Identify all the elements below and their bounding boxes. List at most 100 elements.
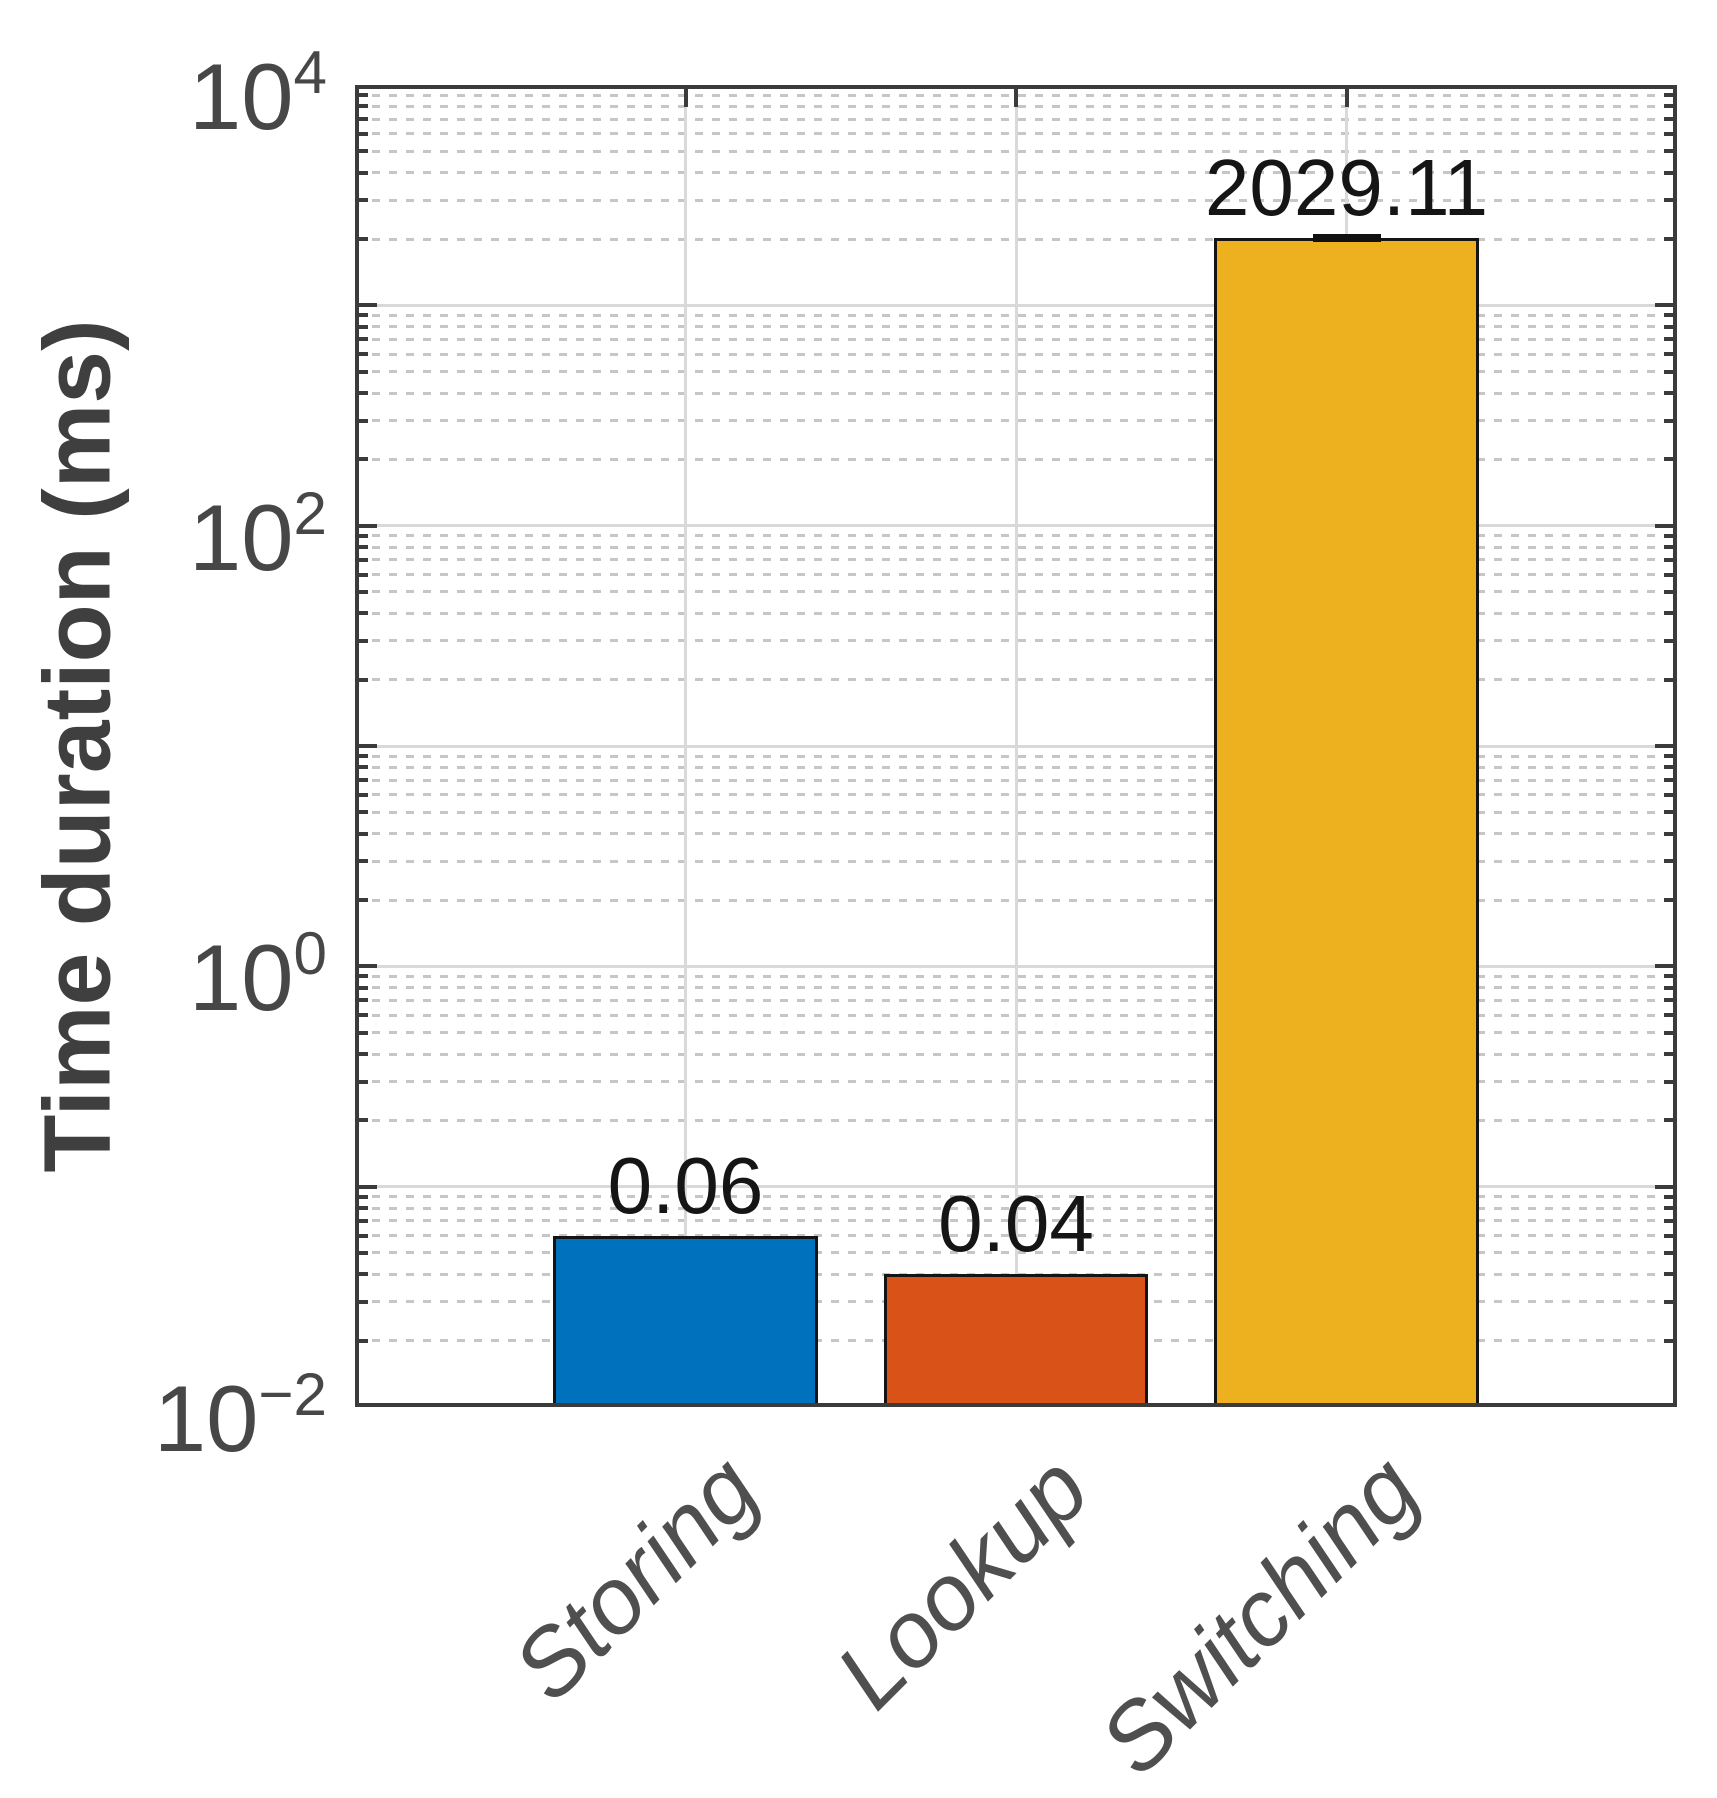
y-minor-tick-left xyxy=(355,198,368,203)
y-minor-tick-right xyxy=(1664,149,1677,154)
y-minor-tick-right xyxy=(1664,754,1677,759)
bar-switching xyxy=(1214,237,1479,1407)
y-minor-tick-right xyxy=(1664,831,1677,836)
y-minor-tick-left xyxy=(355,1250,368,1255)
y-minor-tick-right xyxy=(1664,170,1677,175)
y-minor-tick-right xyxy=(1664,324,1677,329)
y-major-tick-right xyxy=(1655,523,1677,528)
y-minor-tick-left xyxy=(355,1299,368,1304)
y-minor-tick-left xyxy=(355,533,368,538)
y-minor-tick-right xyxy=(1664,810,1677,815)
x-gridline xyxy=(684,85,687,1407)
y-minor-tick-right xyxy=(1664,1338,1677,1343)
y-minor-tick-right xyxy=(1664,131,1677,136)
y-minor-tick-left xyxy=(355,611,368,616)
x-tick-label-lookup: Lookup xyxy=(815,1435,1108,1728)
y-major-tick-left xyxy=(355,303,377,308)
y-minor-tick-right xyxy=(1664,1218,1677,1223)
y-tick-exponent: 0 xyxy=(293,920,327,988)
y-minor-tick-right xyxy=(1664,418,1677,423)
y-minor-tick-right xyxy=(1664,589,1677,594)
y-minor-tick-left xyxy=(355,418,368,423)
y-tick-exponent: 4 xyxy=(293,38,327,106)
y-minor-tick-left xyxy=(355,998,368,1003)
y-minor-tick-left xyxy=(355,859,368,864)
y-minor-tick-left xyxy=(355,1118,368,1123)
y-minor-tick-left xyxy=(355,792,368,797)
y-minor-tick-left xyxy=(355,1218,368,1223)
y-minor-tick-left xyxy=(355,337,368,342)
y-minor-tick-right xyxy=(1664,117,1677,122)
y-minor-tick-left xyxy=(355,985,368,990)
y-minor-tick-left xyxy=(355,557,368,562)
y-minor-tick-right xyxy=(1664,898,1677,902)
y-minor-tick-left xyxy=(355,974,368,979)
y-minor-tick-right xyxy=(1664,1118,1677,1123)
y-minor-tick-left xyxy=(355,1013,368,1018)
y-minor-tick-right xyxy=(1664,557,1677,562)
y-major-tick-left xyxy=(355,1184,377,1189)
y-minor-tick-left xyxy=(355,1206,368,1211)
y-minor-tick-left xyxy=(355,104,368,109)
y-minor-tick-right xyxy=(1664,533,1677,538)
y-minor-tick-left xyxy=(355,457,368,462)
y-minor-tick-left xyxy=(355,1052,368,1056)
y-minor-tick-right xyxy=(1664,1250,1677,1255)
y-minor-tick-right xyxy=(1664,638,1677,643)
y-major-tick-right xyxy=(1655,744,1677,748)
y-minor-tick-left xyxy=(355,1079,368,1084)
y-minor-tick-right xyxy=(1664,572,1677,577)
y-minor-tick-left xyxy=(355,572,368,577)
y-minor-tick-right xyxy=(1664,985,1677,990)
y-minor-tick-right xyxy=(1664,1052,1677,1056)
y-tick-base: 10 xyxy=(188,484,294,590)
y-tick-exponent: 2 xyxy=(293,479,327,547)
y-minor-tick-right xyxy=(1664,545,1677,550)
bar-value-label: 0.06 xyxy=(607,1140,764,1230)
y-tick-base: 10 xyxy=(188,44,294,149)
y-minor-tick-right xyxy=(1664,369,1677,374)
y-minor-tick-right xyxy=(1664,1299,1677,1304)
y-tick-label: 102 xyxy=(189,483,327,585)
y-minor-tick-right xyxy=(1664,198,1677,203)
y-minor-tick-right xyxy=(1664,1030,1677,1035)
error-bar-cap xyxy=(1312,233,1381,242)
y-minor-tick-left xyxy=(355,369,368,374)
x-tick-top xyxy=(1014,85,1018,107)
bar-value-label: 0.04 xyxy=(938,1179,1094,1269)
x-gridline xyxy=(1014,85,1018,1407)
y-minor-tick-left xyxy=(355,149,368,154)
y-minor-tick-right xyxy=(1664,778,1677,783)
y-minor-tick-left xyxy=(355,1272,368,1277)
y-tick-label: 10−2 xyxy=(154,1364,327,1466)
y-major-tick-right xyxy=(1655,1184,1677,1189)
y-minor-tick-right xyxy=(1664,1233,1677,1238)
y-minor-tick-right xyxy=(1664,1206,1677,1211)
y-minor-tick-left xyxy=(355,1194,368,1199)
y-minor-tick-right xyxy=(1664,974,1677,979)
y-minor-tick-left xyxy=(355,170,368,175)
y-major-tick-right xyxy=(1655,964,1677,969)
y-minor-tick-right xyxy=(1664,237,1677,241)
bar-storing xyxy=(553,1235,818,1407)
y-minor-tick-right xyxy=(1664,457,1677,462)
y-minor-tick-left xyxy=(355,810,368,815)
y-minor-tick-right xyxy=(1664,337,1677,342)
y-minor-tick-left xyxy=(355,1030,368,1035)
y-minor-tick-left xyxy=(355,765,368,770)
y-minor-tick-left xyxy=(355,313,368,318)
bar-lookup xyxy=(883,1274,1149,1407)
y-minor-tick-left xyxy=(355,778,368,783)
y-tick-exponent: −2 xyxy=(258,1360,327,1428)
y-minor-tick-right xyxy=(1664,104,1677,109)
y-minor-tick-right xyxy=(1664,93,1677,98)
y-tick-base: 10 xyxy=(153,1366,259,1471)
y-minor-tick-left xyxy=(355,589,368,594)
y-major-tick-right xyxy=(1655,303,1677,308)
y-minor-tick-left xyxy=(355,898,368,902)
y-minor-tick-left xyxy=(355,831,368,836)
y-minor-tick-left xyxy=(355,324,368,329)
y-minor-tick-right xyxy=(1664,611,1677,616)
y-axis-label: Time duration (ms) xyxy=(24,319,131,1173)
